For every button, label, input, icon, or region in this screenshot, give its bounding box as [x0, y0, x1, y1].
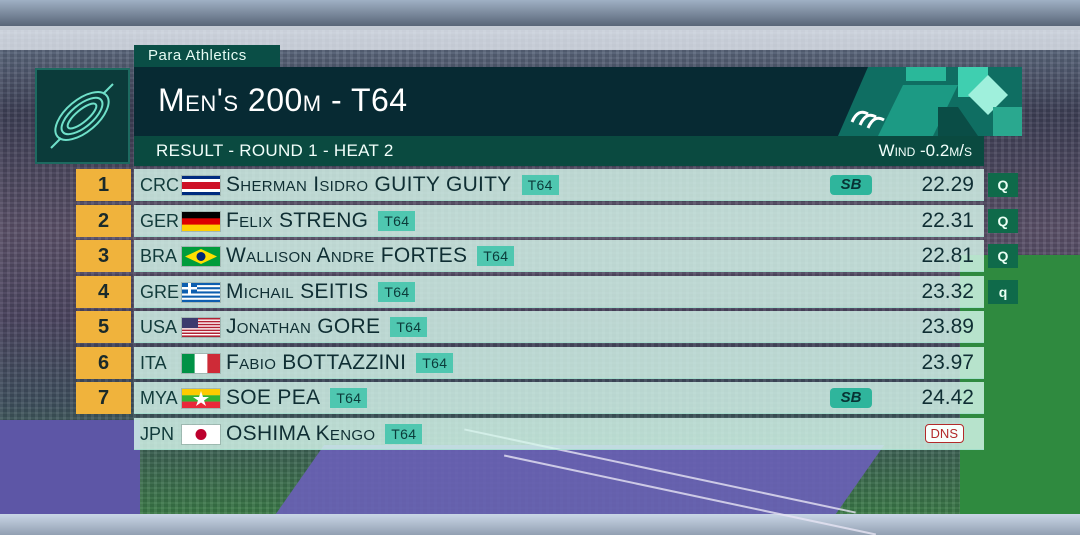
country-code: CRC: [140, 175, 179, 195]
result-time: 22.29: [921, 173, 974, 196]
result-time: 24.42: [921, 386, 974, 409]
rank-badge: 6: [76, 347, 131, 379]
athlete-name: Wallison Andre FORTES: [226, 244, 468, 267]
classification-badge: T64: [390, 317, 428, 337]
result-row: CRC Sherman Isidro GUITY GUITY T64 SB 22.29: [134, 169, 984, 201]
paralympic-logo-graphic: [808, 67, 1022, 136]
flag-myanmar-icon: [182, 389, 220, 408]
country-code: ITA: [140, 353, 167, 373]
result-time: 23.89: [921, 315, 974, 338]
result-row: GER Felix STRENG T64 22.31: [134, 205, 984, 237]
athlete-name: OSHIMA Kengo: [226, 422, 376, 445]
agitos-icon: [850, 110, 885, 129]
round-heat-label: RESULT - ROUND 1 - HEAT 2: [156, 141, 394, 160]
result-row: BRA Wallison Andre FORTES T64 22.81: [134, 240, 984, 272]
classification-badge: T64: [521, 175, 559, 195]
rank-badge: 2: [76, 205, 131, 237]
athlete-name-cell: Felix STRENG T64: [226, 205, 416, 237]
result-time: 23.32: [921, 280, 974, 303]
athlete-name: SOE PEA: [226, 386, 321, 409]
athlete-name-cell: Fabio BOTTAZZINI T64: [226, 347, 454, 379]
classification-badge: T64: [385, 424, 423, 444]
qualifier-badge: Q: [988, 209, 1018, 233]
flag-brazil-icon: [182, 247, 220, 266]
flag-usa-icon: [182, 318, 220, 337]
athlete-name: Felix STRENG: [226, 209, 369, 232]
wind-reading: Wind -0.2m/s: [878, 141, 972, 160]
qualifier-badge: Q: [988, 173, 1018, 197]
season-best-badge: SB: [830, 388, 872, 408]
athlete-name-cell: Wallison Andre FORTES T64: [226, 240, 515, 272]
classification-badge: T64: [477, 246, 515, 266]
flag-greece-icon: [182, 283, 220, 302]
qualifier-badge: q: [988, 280, 1018, 304]
country-code: JPN: [140, 424, 175, 444]
result-row: JPN OSHIMA Kengo T64 DNS: [134, 418, 984, 450]
country-code: MYA: [140, 388, 178, 408]
qualifier-badge: Q: [988, 244, 1018, 268]
rank-badge: 3: [76, 240, 131, 272]
event-title: Men's 200m - T64: [158, 82, 408, 118]
rank-badge: 1: [76, 169, 131, 201]
round-info-bar: RESULT - ROUND 1 - HEAT 2 Wind -0.2m/s: [134, 136, 984, 166]
country-code: GER: [140, 211, 180, 231]
track-corner: [0, 420, 140, 514]
result-row: GRE Michail SEITIS T64 23.32: [134, 276, 984, 308]
flag-germany-icon: [182, 212, 220, 231]
rank-badge: 7: [76, 382, 131, 414]
result-time: 23.97: [921, 351, 974, 374]
athletics-pictogram-icon: [35, 68, 130, 164]
flag-italy-icon: [182, 354, 220, 373]
athlete-name-cell: Jonathan GORE T64: [226, 311, 428, 343]
result-time: 22.31: [921, 209, 974, 232]
athlete-name-cell: Sherman Isidro GUITY GUITY T64: [226, 169, 559, 201]
classification-badge: T64: [378, 282, 416, 302]
flag-costa-rica-icon: [182, 176, 220, 195]
title-bar: Men's 200m - T64: [134, 67, 1022, 136]
athlete-name: Sherman Isidro GUITY GUITY: [226, 173, 512, 196]
result-row: USA Jonathan GORE T64 23.89: [134, 311, 984, 343]
athlete-name: Jonathan GORE: [226, 315, 381, 338]
stadium-roof: [0, 0, 1080, 30]
athlete-name: Fabio BOTTAZZINI: [226, 351, 407, 374]
sport-label: Para Athletics: [134, 45, 280, 67]
running-track: [275, 445, 885, 514]
dns-badge: DNS: [924, 424, 964, 443]
classification-badge: T64: [378, 211, 416, 231]
country-code: USA: [140, 317, 178, 337]
country-code: GRE: [140, 282, 180, 302]
classification-badge: T64: [330, 388, 368, 408]
country-code: BRA: [140, 246, 178, 266]
athlete-name-cell: Michail SEITIS T64: [226, 276, 416, 308]
athlete-name-cell: OSHIMA Kengo T64: [226, 418, 423, 450]
athlete-name-cell: SOE PEA T64: [226, 382, 368, 414]
rank-badge: 5: [76, 311, 131, 343]
result-row: MYA SOE PEA T64 SB 24.42: [134, 382, 984, 414]
athlete-name: Michail SEITIS: [226, 280, 369, 303]
flag-japan-icon: [182, 425, 220, 444]
result-time: 22.81: [921, 244, 974, 267]
season-best-badge: SB: [830, 175, 872, 195]
classification-badge: T64: [416, 353, 454, 373]
rank-badge: 4: [76, 276, 131, 308]
result-row: ITA Fabio BOTTAZZINI T64 23.97: [134, 347, 984, 379]
